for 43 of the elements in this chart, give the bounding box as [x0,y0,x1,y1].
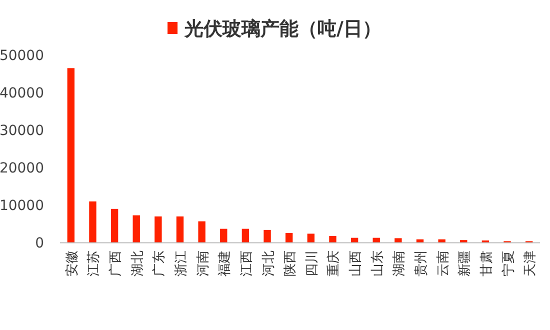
y-tick-label: 10000 [0,198,44,214]
x-tick-label: 安徽 [64,250,80,277]
y-tick-label: 20000 [0,160,44,177]
x-tick-label: 河北 [261,250,276,277]
bar [132,215,140,243]
x-tick-label: 浙江 [174,250,189,277]
x-tick-label: 云南 [436,250,451,277]
bar [67,68,75,243]
bar [329,236,336,243]
bar [307,234,315,243]
x-tick-label: 湖南 [392,250,408,277]
x-tick-label: 广东 [152,250,168,277]
x-tick-label: 贵州 [414,250,429,277]
bar [176,216,184,243]
legend-label: 光伏玻璃产能（吨/日） [184,18,382,40]
x-tick-label: 重庆 [326,250,342,277]
x-tick-label: 山东 [370,250,386,277]
bar [89,201,96,243]
x-tick-label: 陕西 [283,250,298,277]
bar [242,228,250,243]
bar [285,232,293,243]
x-tick-label: 宁夏 [500,250,516,277]
bar [154,216,162,243]
bar [220,228,228,243]
x-tick-label: 江苏 [86,250,102,277]
x-tick-label: 广西 [108,250,124,277]
bar [198,221,206,243]
x-tick-label: 甘肃 [479,250,494,277]
x-tick-label: 河南 [196,250,211,277]
x-tick-label: 四川 [304,250,320,277]
x-tick-label: 江西 [239,250,254,277]
bar [394,238,402,243]
bar [264,230,271,243]
x-tick-label: 新疆 [458,250,473,277]
x-tick-label: 福建 [218,250,233,277]
y-tick-label: 50000 [0,48,44,64]
x-tick-label: 湖北 [130,250,146,277]
y-tick-label: 40000 [0,86,44,102]
x-tick-label: 山西 [348,250,364,277]
x-tick-label: 天津 [523,250,538,277]
bar [110,208,118,243]
y-tick-label: 30000 [0,123,44,140]
y-tick-label: 0 [35,236,44,252]
